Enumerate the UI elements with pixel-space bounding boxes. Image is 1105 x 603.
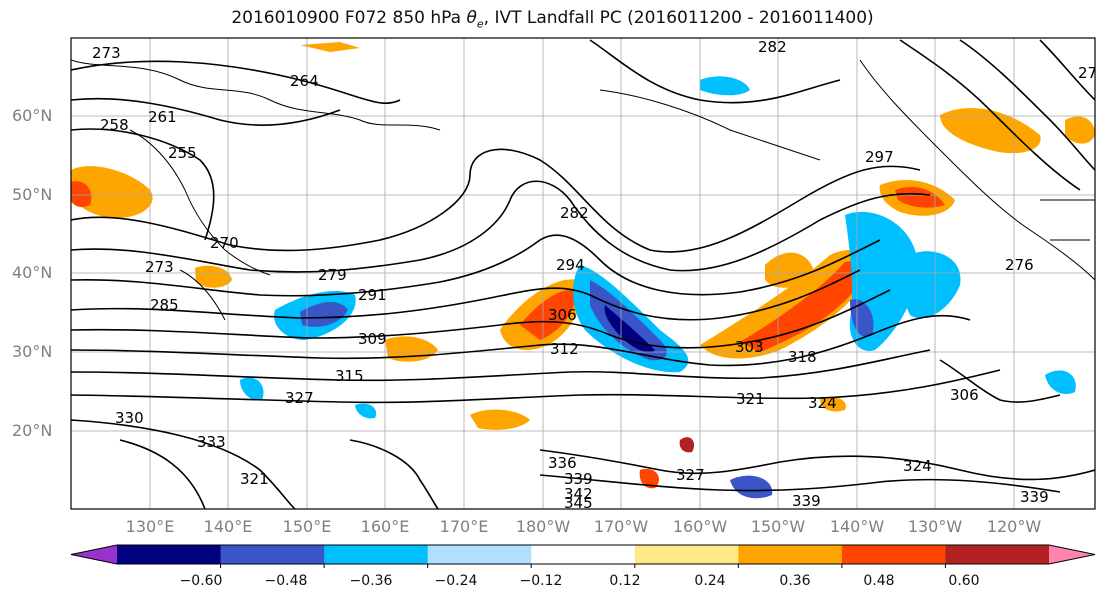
contour-label: 342 [564, 485, 593, 503]
contour-label: 264 [290, 72, 319, 90]
colorbar-tick-label: 0.24 [694, 573, 726, 589]
colorbar-tick-label: −0.48 [264, 573, 308, 589]
contour-label: 261 [148, 108, 177, 126]
contour-label: 309 [358, 330, 387, 348]
lon-label: 140°W [829, 517, 885, 536]
lat-label-50n: 50°N [12, 185, 53, 204]
contour-label: 327 [676, 466, 705, 484]
lon-label: 180°W [515, 517, 571, 536]
contour-label: 276 [1005, 256, 1034, 274]
coastlines [71, 59, 1095, 321]
contour-label: 312 [550, 340, 579, 358]
contour-label: 282 [560, 204, 589, 222]
contour-label: 285 [150, 296, 179, 314]
colorbar-tick-label: −0.36 [349, 573, 393, 589]
contour-label: 324 [808, 394, 837, 412]
contour-label: 330 [115, 409, 144, 427]
contour-label: 291 [358, 286, 387, 304]
contour-label: 297 [865, 148, 894, 166]
theta-e-contours [71, 39, 1095, 509]
lon-label: 150°E [282, 517, 332, 536]
contour-label: 258 [100, 116, 129, 134]
contour-label: 339 [564, 470, 593, 488]
contour-label: 333 [197, 433, 226, 451]
contour-label: 321 [736, 390, 765, 408]
contour-label: 318 [788, 348, 817, 366]
contour-label: 327 [285, 389, 314, 407]
colorbar-segment [427, 545, 532, 564]
colorbar-segment [634, 545, 739, 564]
lon-label: 170°W [593, 517, 649, 536]
contour-label: 306 [950, 386, 979, 404]
contour-label: 324 [903, 457, 932, 475]
contour-label: 345 [564, 494, 593, 512]
lat-label-20n: 20°N [12, 421, 53, 440]
colorbar-segment [531, 545, 636, 564]
contour-label-group: 273 264 261 258 255 279 291 309 315 327 … [92, 38, 1105, 512]
contour-label: 279 [318, 266, 347, 284]
contour-label: 270 [210, 234, 239, 252]
contour-label: 294 [556, 256, 585, 274]
lon-label: 130°W [907, 517, 963, 536]
contour-label: 255 [168, 144, 197, 162]
lat-label-30n: 30°N [12, 342, 53, 361]
contour-label: 339 [1020, 488, 1049, 506]
contour-label: 321 [240, 470, 269, 488]
colorbar-tick-label: −0.60 [179, 573, 223, 589]
colorbar-tick-label: 0.12 [609, 573, 641, 589]
colorbar-extension-low [71, 545, 117, 564]
plot-title: 2016010900 F072 850 hPa θe, IVT Landfall… [231, 8, 874, 31]
colorbar-segment [117, 545, 222, 564]
lon-label: 160°E [360, 517, 410, 536]
colorbar-outline [70, 544, 1096, 565]
contour-label: 270 [1078, 64, 1105, 82]
colorbar-segment [220, 545, 325, 564]
lon-label: 170°E [439, 517, 489, 536]
contour-label: 282 [758, 38, 787, 56]
contour-label: 303 [735, 338, 764, 356]
colorbar-segment [324, 545, 429, 564]
colorbar-tick-label: 0.36 [779, 573, 811, 589]
colorbar-tick-label: −0.24 [434, 573, 478, 589]
lat-label-40n: 40°N [12, 263, 53, 282]
contour-label: 306 [548, 306, 577, 324]
lon-label: 150°W [750, 517, 806, 536]
colorbar-segment [738, 545, 843, 564]
lon-label: 130°E [125, 517, 175, 536]
contour-label: 273 [92, 44, 121, 62]
colorbar-extension-high [1049, 545, 1095, 564]
colorbar-segment [945, 545, 1050, 564]
lat-label-60n: 60°N [12, 106, 53, 125]
colorbar [70, 544, 1096, 568]
colorbar-segment [841, 545, 946, 564]
contour-label: 339 [792, 492, 821, 510]
plot-frame [70, 37, 1096, 510]
contour-label: 273 [145, 258, 174, 276]
contour-label: 315 [335, 367, 364, 385]
colorbar-tick-label: 0.60 [948, 573, 980, 589]
colorbar-tick-label: 0.48 [863, 573, 895, 589]
lon-label: 140°E [203, 517, 253, 536]
lon-label: 120°W [986, 517, 1042, 536]
lon-label: 160°W [672, 517, 728, 536]
contour-label: 336 [548, 454, 577, 472]
colorbar-tick-label: −0.12 [519, 573, 563, 589]
